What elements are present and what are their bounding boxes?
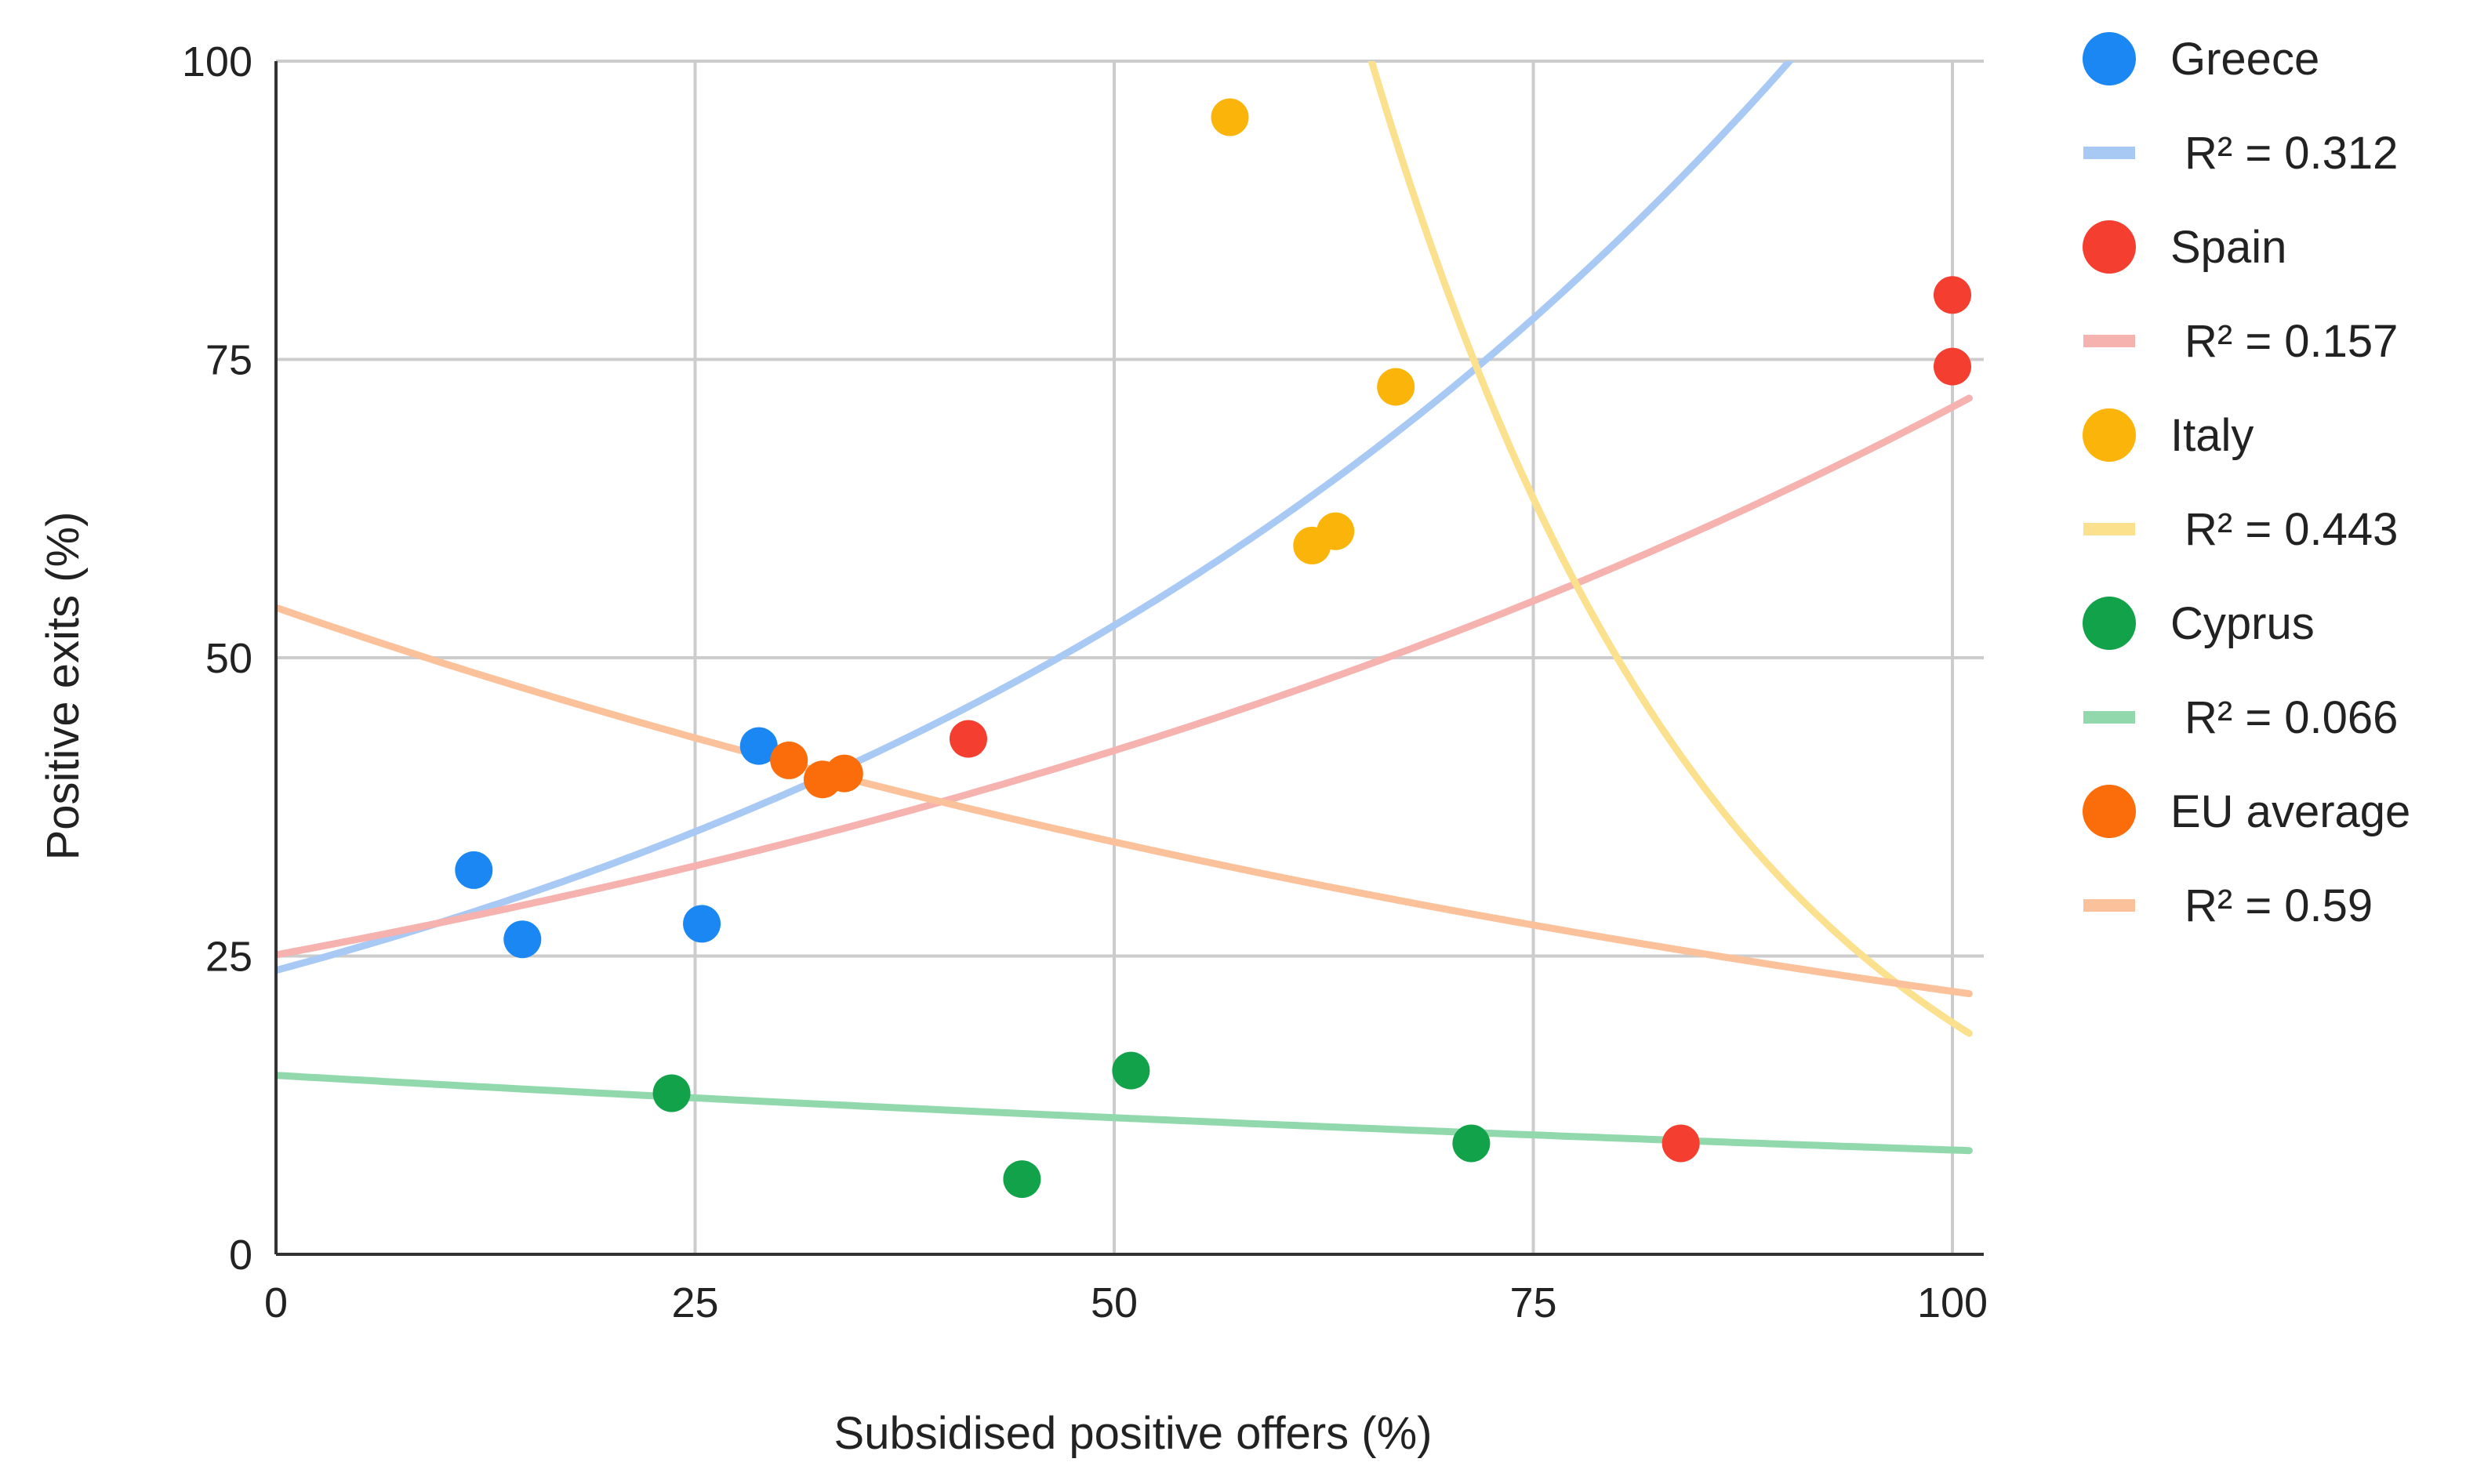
- x-tick-label: 25: [671, 1279, 718, 1326]
- legend-r2-italy: R² = 0.443: [2185, 504, 2398, 555]
- y-axis-title: Positive exits (%): [38, 512, 89, 861]
- legend-r2-eu-average: R² = 0.59: [2185, 880, 2373, 931]
- point-greece: [455, 851, 493, 889]
- axes: [274, 61, 1984, 1256]
- x-tick-label: 0: [264, 1279, 288, 1326]
- point-greece: [503, 920, 542, 959]
- legend-r2-spain: R² = 0.157: [2185, 316, 2398, 367]
- trendline-spain: [276, 394, 1973, 959]
- point-greece: [683, 905, 721, 943]
- trendline-italy: [1367, 61, 1973, 1037]
- y-tick-label: 0: [229, 1232, 252, 1279]
- point-greece: [739, 727, 778, 765]
- legend-label-italy: Italy: [2170, 410, 2254, 461]
- legend: Greece R² = 0.312 Spain R² = 0.157 Italy R² =…: [2083, 32, 2410, 931]
- legend-label-spain: Spain: [2170, 222, 2286, 273]
- point-spain: [1934, 347, 1971, 386]
- trend-lines: [276, 61, 1973, 1155]
- legend-marker-cyprus: [2083, 597, 2136, 650]
- legend-marker-greece: [2083, 32, 2136, 85]
- point-eu-average: [825, 754, 863, 793]
- point-spain: [1662, 1124, 1700, 1163]
- legend-marker-italy: [2083, 408, 2136, 462]
- legend-marker-spain: [2083, 220, 2136, 274]
- x-tick-label: 75: [1509, 1279, 1556, 1326]
- data-points: [455, 98, 1971, 1199]
- legend-label-cyprus: Cyprus: [2170, 598, 2315, 649]
- point-cyprus: [652, 1074, 691, 1112]
- point-italy: [1317, 512, 1355, 550]
- point-cyprus: [1452, 1124, 1491, 1163]
- trendline-eu-average: [276, 604, 1973, 998]
- legend-marker-eu-average: [2083, 785, 2136, 838]
- legend-label-eu-average: EU average: [2170, 786, 2410, 837]
- y-tick-label: 25: [205, 934, 252, 981]
- y-tick-label: 100: [182, 38, 252, 85]
- legend-r2-cyprus: R² = 0.066: [2185, 692, 2398, 743]
- legend-r2-greece: R² = 0.312: [2185, 128, 2398, 179]
- legend-label-greece: Greece: [2170, 34, 2319, 85]
- point-spain: [1934, 276, 1971, 314]
- point-spain: [949, 720, 987, 758]
- point-cyprus: [1112, 1051, 1150, 1090]
- point-italy: [1211, 98, 1249, 136]
- trendline-greece: [276, 61, 1795, 974]
- x-axis-title: Subsidised positive offers (%): [834, 1408, 1433, 1459]
- point-cyprus: [1003, 1160, 1041, 1199]
- y-tick-label: 50: [205, 635, 252, 682]
- tick-labels: 0 25 50 75 100 0 25 50 75 100: [182, 38, 1988, 1326]
- point-italy: [1377, 368, 1415, 406]
- point-eu-average: [770, 741, 808, 779]
- x-tick-label: 50: [1091, 1279, 1138, 1326]
- x-tick-label: 100: [1917, 1279, 1988, 1326]
- y-tick-label: 75: [205, 337, 252, 384]
